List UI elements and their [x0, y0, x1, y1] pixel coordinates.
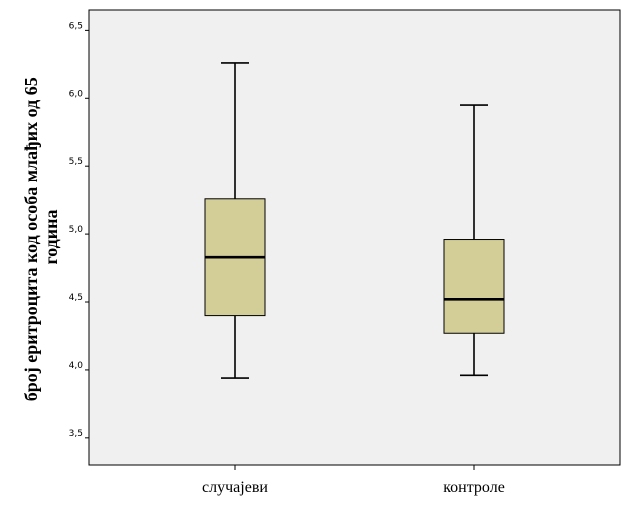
- y-axis-title-line-1: број еритроцита код особа млађих од 65: [21, 77, 41, 401]
- x-axis: случајеви контроле: [202, 465, 505, 496]
- boxes: [204, 62, 505, 379]
- y-axis-title-line-2: година: [41, 209, 61, 264]
- y-tick-label: 5,0: [69, 225, 84, 235]
- y-axis: 3,5 4,0 4,5 5,0 5,5 6,0 6,5: [69, 21, 89, 439]
- x-category-label: контроле: [443, 479, 505, 496]
- box-2: [443, 104, 505, 377]
- y-tick-label: 3,5: [69, 429, 83, 439]
- y-tick-label: 5,5: [69, 157, 83, 167]
- y-tick-label: 6,5: [69, 21, 83, 31]
- y-tick-label: 4,5: [69, 293, 83, 303]
- y-tick-label: 4,0: [69, 361, 84, 371]
- y-axis-title: број еритроцита код особа млађих од 65 г…: [21, 73, 61, 401]
- iqr-box: [443, 239, 505, 334]
- y-tick-label: 6,0: [69, 89, 84, 99]
- box-1: [204, 62, 266, 379]
- plot-area: [88, 9, 621, 466]
- x-category-label: случајеви: [202, 479, 268, 496]
